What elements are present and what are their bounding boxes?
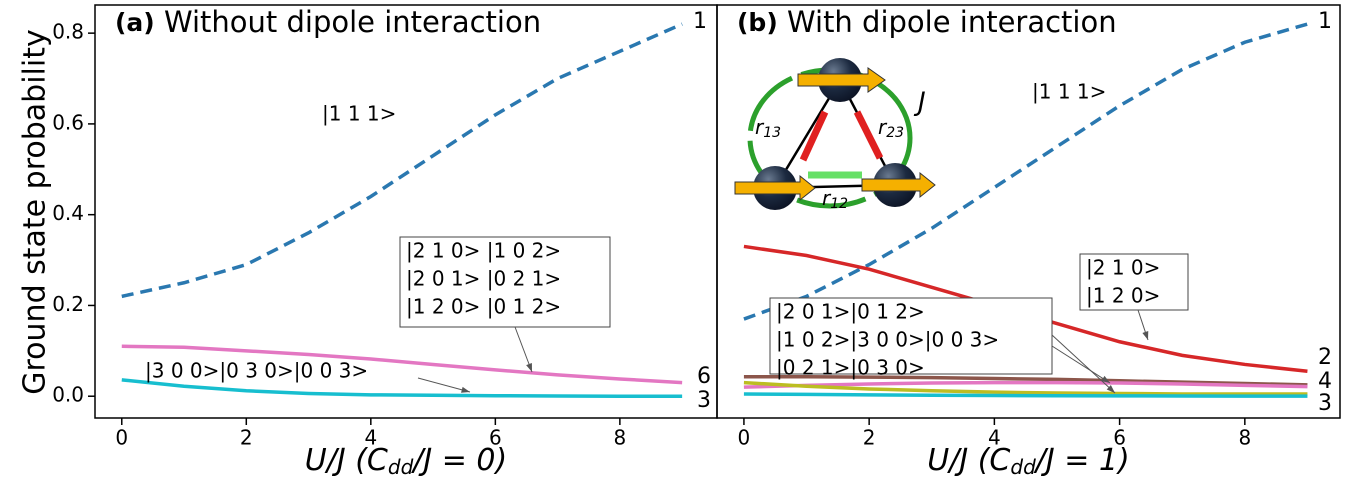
annotation-arrow xyxy=(1051,345,1111,384)
panel-gap xyxy=(778,5,787,39)
panel-title: (b) With dipole interaction xyxy=(737,5,1117,39)
series-line xyxy=(121,378,683,398)
x-axis-label: U/J (Cdd/J = 1) xyxy=(927,443,1129,479)
series-line xyxy=(743,374,1308,387)
x-tick-label: 6 xyxy=(1113,426,1126,450)
inset-label: r13 xyxy=(755,115,781,142)
y-axis-label: Ground state probability xyxy=(18,29,53,394)
annotation-text: |1 2 0> |0 1 2> xyxy=(406,295,561,319)
inset-label: J xyxy=(913,88,926,118)
x-label-main: U/J (C xyxy=(927,443,1010,478)
series-line xyxy=(743,392,1308,398)
dipole-arrow xyxy=(797,67,886,93)
axes-frame xyxy=(716,4,1341,419)
x-tick-label: 0 xyxy=(115,426,128,450)
annotation-box xyxy=(769,297,1053,375)
end-label: 3 xyxy=(697,388,711,413)
annotation-arrowhead xyxy=(1106,385,1115,393)
annotation-arrowhead xyxy=(1101,375,1110,383)
end-label: 6 xyxy=(697,364,711,389)
panel-gap xyxy=(155,5,164,39)
annotation-text: |1 1 1> xyxy=(1032,80,1106,104)
repulsion-arrow xyxy=(853,110,884,160)
panel-title-text: With dipole interaction xyxy=(787,5,1117,39)
series-line xyxy=(743,380,1308,389)
annotation-box xyxy=(399,236,611,328)
y-tick-label: 0.2 xyxy=(52,292,84,316)
annotation-text: |2 0 1> |0 2 1> xyxy=(406,267,561,291)
end-label: 4 xyxy=(1318,369,1332,394)
annotation-text: |1 2 0> xyxy=(1086,284,1160,308)
x-axis-label: U/J (Cdd/J = 0) xyxy=(305,443,507,479)
annotation-arrow xyxy=(417,377,471,393)
x-tick-label: 2 xyxy=(863,426,876,450)
x-label-sub: dd xyxy=(1010,455,1036,479)
panel-title: (a) Without dipole interaction xyxy=(115,5,541,39)
x-label-rest: /J = 1) xyxy=(1033,443,1130,478)
x-tick-label: 0 xyxy=(738,426,751,450)
y-tick-label: 0.0 xyxy=(52,383,84,407)
series-line xyxy=(121,22,683,299)
x-label-rest: /J = 0) xyxy=(410,443,507,478)
annotation-text: |1 1 1> xyxy=(322,102,396,126)
annotation-arrow xyxy=(1051,334,1116,394)
annotation-box xyxy=(1079,253,1189,311)
axes-frame xyxy=(94,4,718,419)
series-line xyxy=(121,344,683,385)
x-tick-label: 6 xyxy=(489,426,502,450)
x-tick-label: 8 xyxy=(614,426,627,450)
panel-label: (a) xyxy=(115,8,155,37)
annotation-text: |1 0 2>|3 0 0>|0 0 3> xyxy=(776,328,999,352)
series-line xyxy=(743,380,1308,396)
annotation-text: |2 1 0> |1 0 2> xyxy=(406,239,561,263)
inset-label: r12 xyxy=(822,186,848,213)
annotation-text: |3 0 0>|0 3 0>|0 0 3> xyxy=(145,359,368,383)
annotation-text: |0 2 1>|0 3 0> xyxy=(776,356,925,380)
x-tick-label: 2 xyxy=(240,426,253,450)
y-tick-label: 0.6 xyxy=(52,110,84,134)
series-line xyxy=(743,22,1308,321)
y-tick-label: 0.8 xyxy=(52,20,84,44)
dipole-arrow xyxy=(861,171,936,199)
x-tick-label: 4 xyxy=(988,426,1001,450)
inset-label: r23 xyxy=(878,115,904,142)
annotation-arrowhead xyxy=(526,363,532,372)
x-tick-label: 4 xyxy=(364,426,377,450)
x-tick-label: 8 xyxy=(1238,426,1251,450)
annotation-text: |2 1 0> xyxy=(1086,256,1160,280)
end-label: 1 xyxy=(693,9,707,34)
end-label: 2 xyxy=(1318,345,1332,370)
end-label: 1 xyxy=(1318,9,1332,34)
inset-diagram: J r13 r23 r12 xyxy=(734,58,936,213)
annotation-text: |2 0 1>|0 1 2> xyxy=(776,300,925,324)
end-label: 3 xyxy=(1318,391,1332,416)
repulsion-arrow xyxy=(799,110,829,162)
panel-label: (b) xyxy=(737,8,778,37)
panel-title-text: Without dipole interaction xyxy=(164,5,541,39)
x-label-main: U/J (C xyxy=(305,443,388,478)
y-tick-label: 0.4 xyxy=(52,201,84,225)
annotation-arrowhead xyxy=(1142,331,1149,340)
annotation-arrowhead xyxy=(461,386,470,393)
dipole-arrow xyxy=(734,174,816,202)
x-label-sub: dd xyxy=(388,455,414,479)
